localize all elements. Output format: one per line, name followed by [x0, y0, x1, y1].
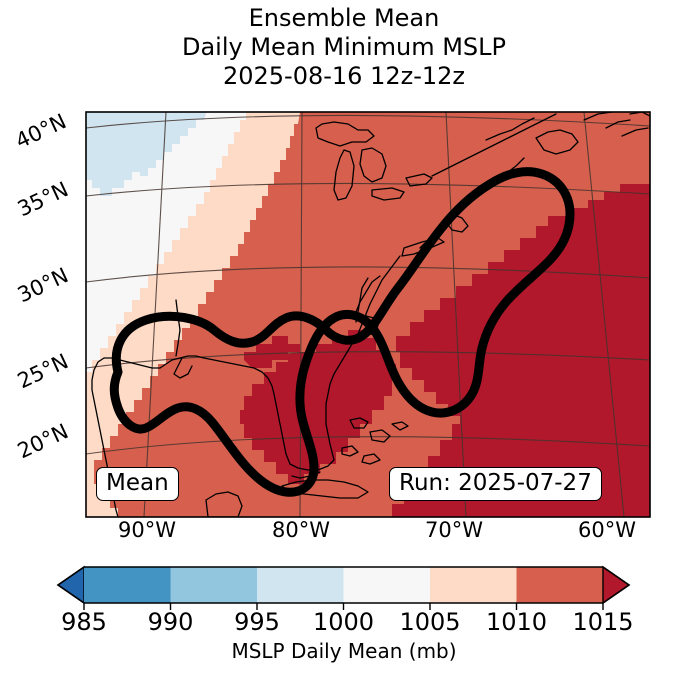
colorbar-band-990-995: [170, 567, 257, 603]
colorbar-tick-985: 985: [61, 608, 107, 636]
map-frame: [85, 111, 651, 518]
colorbar-tick-1005: 1005: [399, 608, 461, 636]
title-line-2: Daily Mean Minimum MSLP: [181, 33, 506, 61]
colorbar-over-arrow: [602, 565, 631, 605]
contour-band-over-1015-northeast: [396, 216, 560, 428]
colorbar-ticks: [83, 603, 604, 610]
mean-label-box: Mean: [96, 467, 179, 501]
colorbar-swatches: [56, 565, 631, 610]
lon-tick-90W: 90°W: [118, 518, 176, 542]
colorbar-tick-1015: 1015: [572, 608, 634, 636]
colorbar-band-1010-1015: [516, 567, 603, 603]
colorbar-band-1000-1005: [343, 567, 430, 603]
contour-band-over-1015-florida: [240, 330, 396, 484]
mslp-contour-map: [85, 111, 651, 518]
contour-band-995-1000: [86, 112, 206, 196]
lon-tick-70W: 70°W: [425, 518, 483, 542]
colorbar-band-995-1000: [257, 567, 344, 603]
lon-tick-60W: 60°W: [578, 518, 636, 542]
colorbar: 985 990 995 1000 1005 1010 1015 MSLP Dai…: [0, 558, 688, 674]
map-gridlines: [86, 112, 650, 517]
map-panel: 40°N 35°N 30°N 25°N 20°N 90°W 80°W 70°W …: [12, 109, 651, 542]
colorbar-tick-1010: 1010: [485, 608, 548, 636]
page-title: Ensemble Mean Daily Mean Minimum MSLP 20…: [0, 4, 688, 91]
title-line-3: 2025-08-16 12z-12z: [222, 62, 466, 90]
colorbar-tick-1000: 1000: [312, 608, 375, 636]
colorbar-tick-995: 995: [234, 608, 280, 636]
filled-contour-field: [86, 112, 650, 517]
colorbar-band-985-990: [84, 567, 171, 603]
contour-band-1005-1010: [86, 112, 300, 472]
colorbar-axis-label: MSLP Daily Mean (mb): [231, 639, 457, 663]
colorbar-under-arrow: [56, 565, 85, 605]
lon-tick-80W: 80°W: [272, 518, 330, 542]
title-line-1: Ensemble Mean: [248, 4, 440, 32]
colorbar-band-1005-1010: [430, 567, 517, 603]
run-date-label-box: Run: 2025-07-27: [389, 467, 602, 501]
contour-band-1000-1005: [86, 112, 246, 372]
colorbar-tick-990: 990: [147, 608, 194, 636]
highlight-contour-line: [109, 167, 575, 497]
